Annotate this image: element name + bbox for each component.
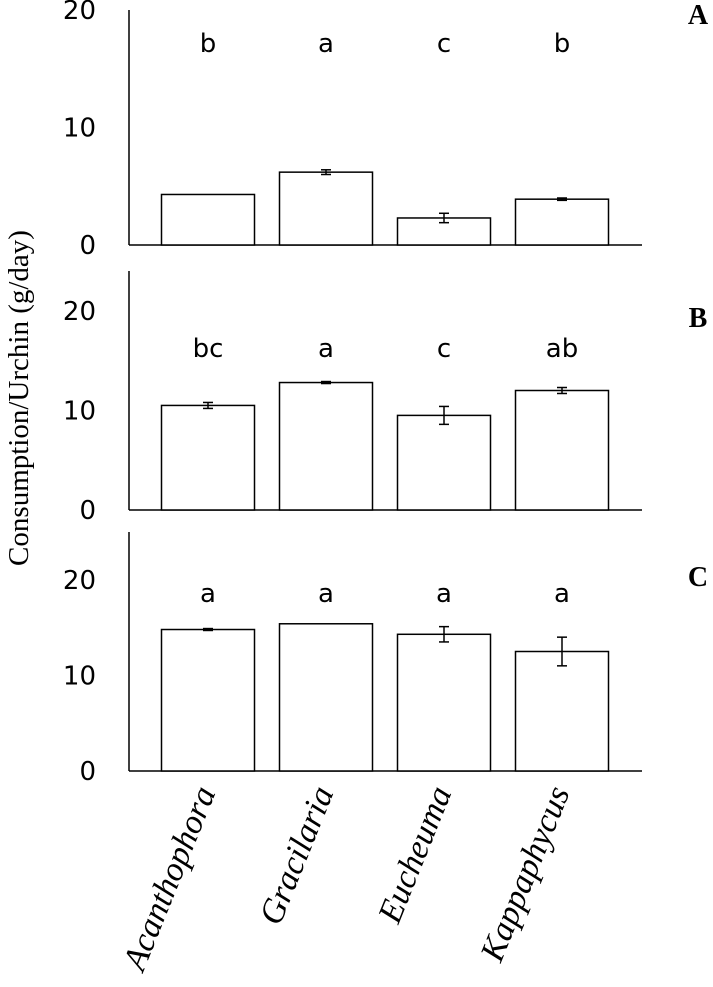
y-tick-label: 10 (63, 661, 96, 691)
significance-letter: a (554, 579, 570, 609)
y-tick-label: 20 (63, 297, 96, 327)
bar (160, 193, 256, 246)
panel-A: 0 10 20 b a c b A (63, 0, 709, 261)
x-category-label: Eucheuma (371, 781, 459, 929)
significance-letter: c (437, 334, 451, 364)
bar (514, 198, 610, 246)
y-axis-title: Consumption/Urchin (g/day) (3, 230, 35, 566)
significance-letter: a (200, 579, 216, 609)
bar (278, 381, 374, 511)
bar (396, 633, 492, 772)
y-tick-label: 20 (63, 0, 96, 26)
significance-letter: bc (193, 334, 224, 364)
significance-letter: a (436, 579, 452, 609)
y-tick-label: 0 (79, 231, 96, 261)
panel-label: B (689, 303, 708, 334)
significance-letter: b (554, 29, 571, 59)
x-category-label: Acanthophora (115, 781, 223, 977)
y-tick-label: 20 (63, 566, 96, 596)
y-tick-label: 10 (63, 396, 96, 426)
panel-label: A (688, 0, 709, 31)
bar (396, 414, 492, 511)
significance-letter: b (200, 29, 217, 59)
significance-letter: a (318, 29, 334, 59)
bar (160, 404, 256, 511)
panel-B: 0 10 20 bc a c ab B (63, 271, 707, 526)
y-tick-label: 10 (63, 114, 96, 144)
significance-letter: ab (546, 334, 578, 364)
significance-letter: a (318, 334, 334, 364)
y-tick-label: 0 (79, 496, 96, 526)
bar (514, 389, 610, 511)
bar (278, 623, 374, 772)
panel-C: 0 10 20 a a a a C (63, 532, 708, 787)
x-category-label: Gracilaria (253, 781, 342, 930)
panel-label: C (688, 562, 708, 593)
bar (278, 171, 374, 246)
x-category-label: Kappaphycus (473, 781, 577, 967)
y-tick-label: 0 (79, 757, 96, 787)
bar (160, 628, 256, 772)
significance-letter: c (437, 29, 451, 59)
significance-letter: a (318, 579, 334, 609)
plot-layer: 0 10 20 b a c b A 0 10 20 bc a c ab B 0 10 20 a a a a C Acanthop… (63, 0, 709, 977)
bar (514, 650, 610, 772)
